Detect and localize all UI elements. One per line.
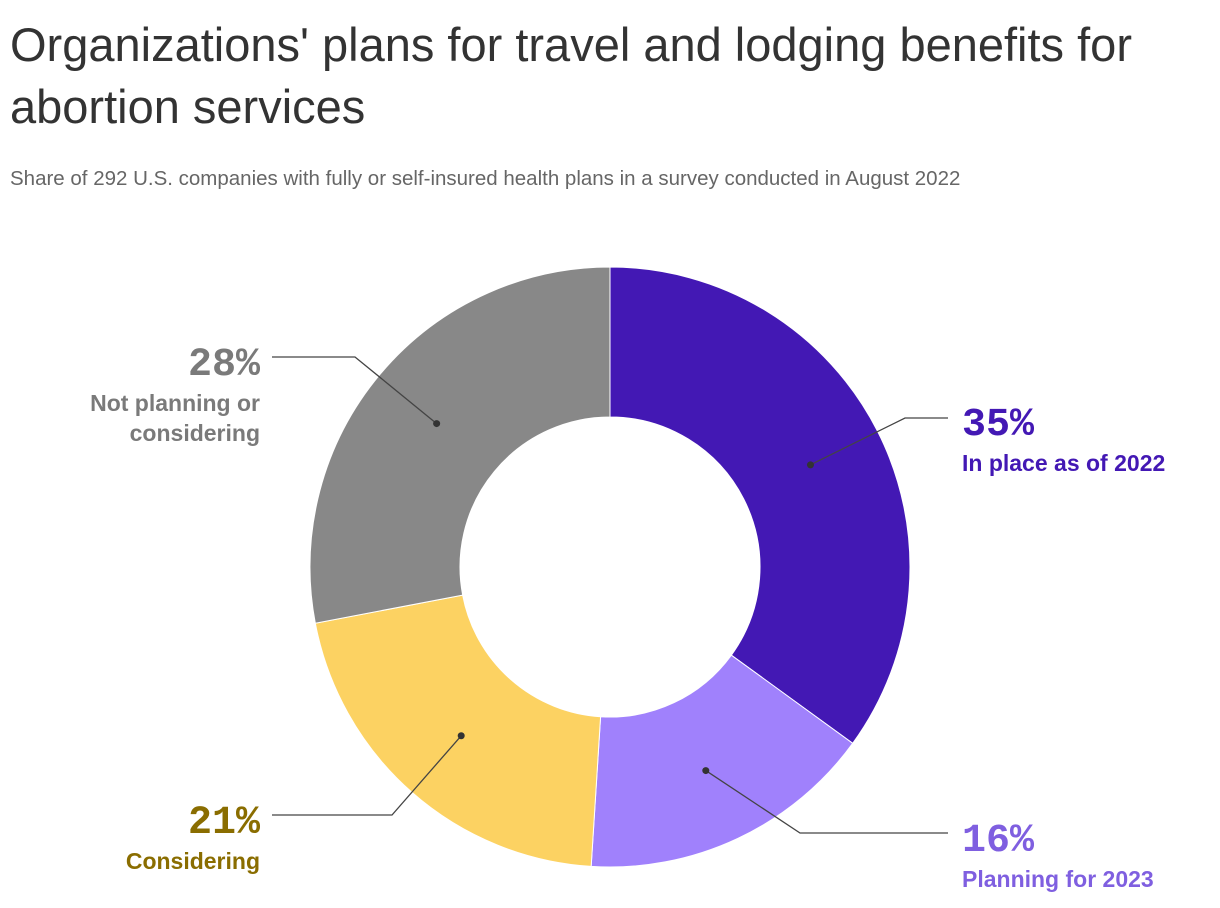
donut-slice [314, 594, 602, 867]
value-label: 28% [187, 343, 260, 388]
leader-dot [806, 461, 814, 469]
leader-line [810, 417, 948, 466]
leader-dot [433, 420, 441, 428]
donut-slice [309, 266, 611, 624]
chart-title: Organizations' plans for travel and lodg… [10, 18, 1132, 133]
leader-dot [702, 767, 710, 775]
leader-line [272, 356, 438, 425]
value-label: 35% [962, 403, 1035, 448]
donut-slice [590, 654, 854, 868]
slice-label: Considering [125, 848, 260, 874]
value-label: 21% [187, 801, 260, 846]
chart-subtitle: Share of 292 U.S. companies with fully o… [10, 167, 961, 190]
slice-label: In place as of 2022 [962, 450, 1166, 476]
donut-slice [609, 266, 911, 745]
leader-line [705, 770, 948, 834]
leader-dot [457, 732, 465, 740]
leader-line [272, 735, 462, 816]
slice-label: Not planning or considering [90, 390, 260, 446]
slice-label: Planning for 2023 [962, 866, 1154, 892]
value-label: 16% [962, 819, 1035, 864]
